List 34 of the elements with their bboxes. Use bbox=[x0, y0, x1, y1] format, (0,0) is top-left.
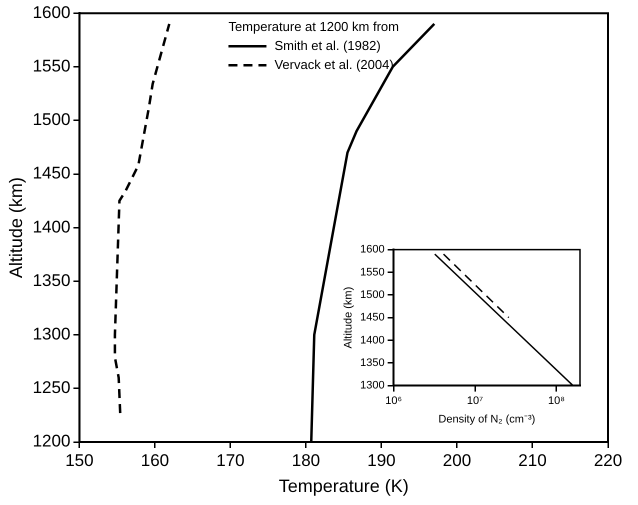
x-axis-title: Density of N₂ (cm⁻³) bbox=[438, 413, 536, 426]
y-tick-label: 1550 bbox=[32, 56, 70, 76]
x-tick-label: 210 bbox=[518, 450, 547, 470]
y-tick-label: 1400 bbox=[360, 334, 385, 346]
x-tick-label: 10⁶ bbox=[385, 395, 402, 408]
line-series bbox=[114, 22, 171, 414]
y-tick-label: 1500 bbox=[360, 288, 385, 301]
y-tick-label: 1300 bbox=[32, 324, 70, 344]
x-tick-label: 220 bbox=[594, 450, 622, 470]
y-tick-label: 1350 bbox=[32, 270, 70, 290]
x-tick-label: 200 bbox=[442, 450, 472, 470]
y-tick-label: 1400 bbox=[32, 217, 70, 236]
y-tick-label: 1350 bbox=[360, 356, 385, 369]
x-tick-label: 160 bbox=[140, 450, 170, 470]
x-tick-label: 10⁸ bbox=[548, 395, 565, 408]
y-tick-label: 1600 bbox=[32, 2, 70, 22]
y-tick-label: 1300 bbox=[360, 380, 385, 392]
x-tick-label: 190 bbox=[367, 450, 396, 470]
y-tick-label: 1250 bbox=[32, 378, 70, 398]
x-tick-label: 180 bbox=[292, 450, 320, 470]
y-tick-label: 1200 bbox=[32, 432, 70, 451]
x-tick-label: 150 bbox=[65, 450, 94, 470]
x-tick-label: 170 bbox=[216, 450, 245, 470]
y-tick-label: 1600 bbox=[360, 244, 385, 256]
legend-title: Temperature at 1200 km from bbox=[228, 18, 399, 34]
y-tick-label: 1450 bbox=[360, 312, 385, 324]
x-axis-title: Temperature (K) bbox=[278, 476, 409, 496]
y-axis-title: Altitude (km) bbox=[6, 177, 26, 278]
y-tick-label: 1550 bbox=[360, 266, 385, 278]
y-tick-label: 1450 bbox=[32, 164, 70, 183]
x-tick-label: 10⁷ bbox=[466, 395, 484, 408]
y-axis-title: Altitude (km) bbox=[342, 286, 355, 348]
legend-label: Smith et al. (1982) bbox=[274, 38, 381, 53]
y-tick-label: 1500 bbox=[32, 110, 70, 130]
